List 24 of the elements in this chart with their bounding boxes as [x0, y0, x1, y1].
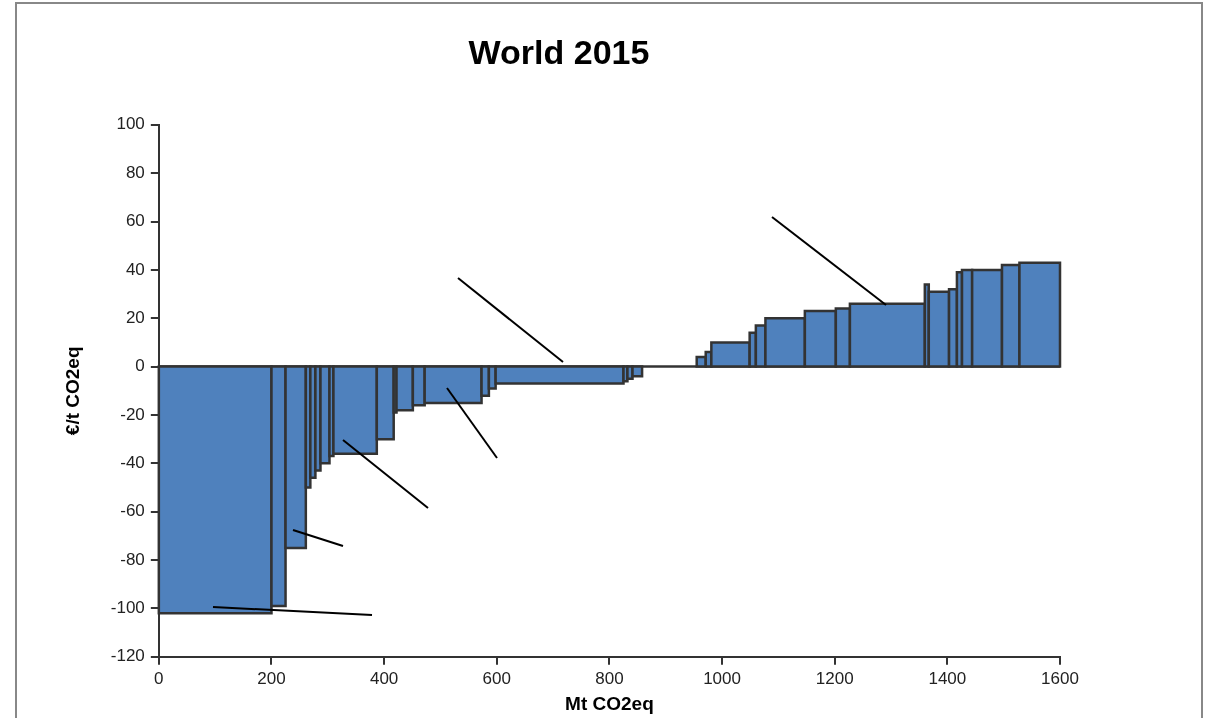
x-tick-label: 1000: [703, 668, 741, 688]
y-axis-title: €/t CO2eq: [61, 346, 83, 436]
y-tick-label: 0: [135, 356, 145, 376]
x-tick-label: 0: [154, 668, 164, 688]
chart-title: World 2015: [468, 32, 650, 71]
y-tick-label: 60: [125, 211, 145, 231]
x-tick-label: 1200: [815, 668, 854, 688]
y-tick-label: -80: [120, 549, 145, 569]
y-tick-label: -20: [120, 404, 145, 424]
x-tick-label: 1600: [1041, 668, 1079, 688]
y-tick-label: -100: [110, 598, 145, 618]
x-tick-label: 600: [482, 668, 511, 688]
y-tick-label: 20: [125, 307, 145, 327]
x-tick-label: 200: [257, 668, 286, 688]
y-tick-label: 80: [125, 162, 145, 182]
y-tick-label: 40: [125, 259, 145, 279]
x-tick-label: 1400: [928, 668, 967, 688]
y-tick-label: -40: [120, 453, 145, 473]
y-tick-label: -60: [120, 501, 145, 521]
y-tick-label: -120: [110, 646, 145, 666]
x-axis-title: Mt CO2eq: [565, 692, 654, 714]
y-tick-label: 100: [116, 114, 145, 134]
x-tick-label: 400: [369, 668, 399, 688]
x-tick-label: 800: [595, 668, 624, 688]
